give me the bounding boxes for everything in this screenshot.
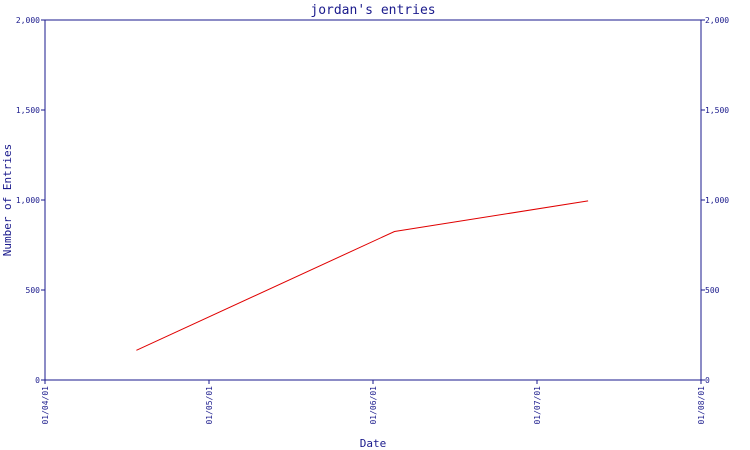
x-axis: 01/04/01 01/05/01 01/06/01 01/07/01 01/08/01 — [41, 380, 706, 425]
chart-title: jordan's entries — [310, 3, 435, 18]
x-tick-label: 01/08/01 — [697, 386, 706, 425]
x-tick-label: 01/07/01 — [533, 386, 542, 425]
series-line — [136, 200, 589, 351]
x-tick-label: 01/05/01 — [205, 386, 214, 425]
y-tick-label-left: 2,000 — [16, 16, 40, 25]
y-tick-label-left: 0 — [35, 376, 40, 385]
y-tick-label-left: 1,500 — [16, 106, 40, 115]
x-tick-label: 01/04/01 — [41, 386, 50, 425]
y-tick-label-right: 2,000 — [705, 16, 729, 25]
y-tick-label-right: 1,500 — [705, 106, 729, 115]
y-axis-label: Number of Entries — [1, 144, 14, 257]
y-tick-label-left: 500 — [26, 286, 41, 295]
x-axis-label: Date — [360, 437, 387, 450]
plot-frame — [44, 19, 702, 381]
y-tick-label-left: 1,000 — [16, 196, 40, 205]
y-tick-label-right: 0 — [705, 376, 710, 385]
y-axis-right: 0 500 1,000 1,500 2,000 — [701, 16, 729, 385]
y-axis-left: 0 500 1,000 1,500 2,000 — [16, 16, 45, 385]
x-tick-label: 01/06/01 — [369, 386, 378, 425]
y-tick-label-right: 1,000 — [705, 196, 729, 205]
y-tick-label-right: 500 — [705, 286, 720, 295]
series-layer — [136, 200, 589, 351]
